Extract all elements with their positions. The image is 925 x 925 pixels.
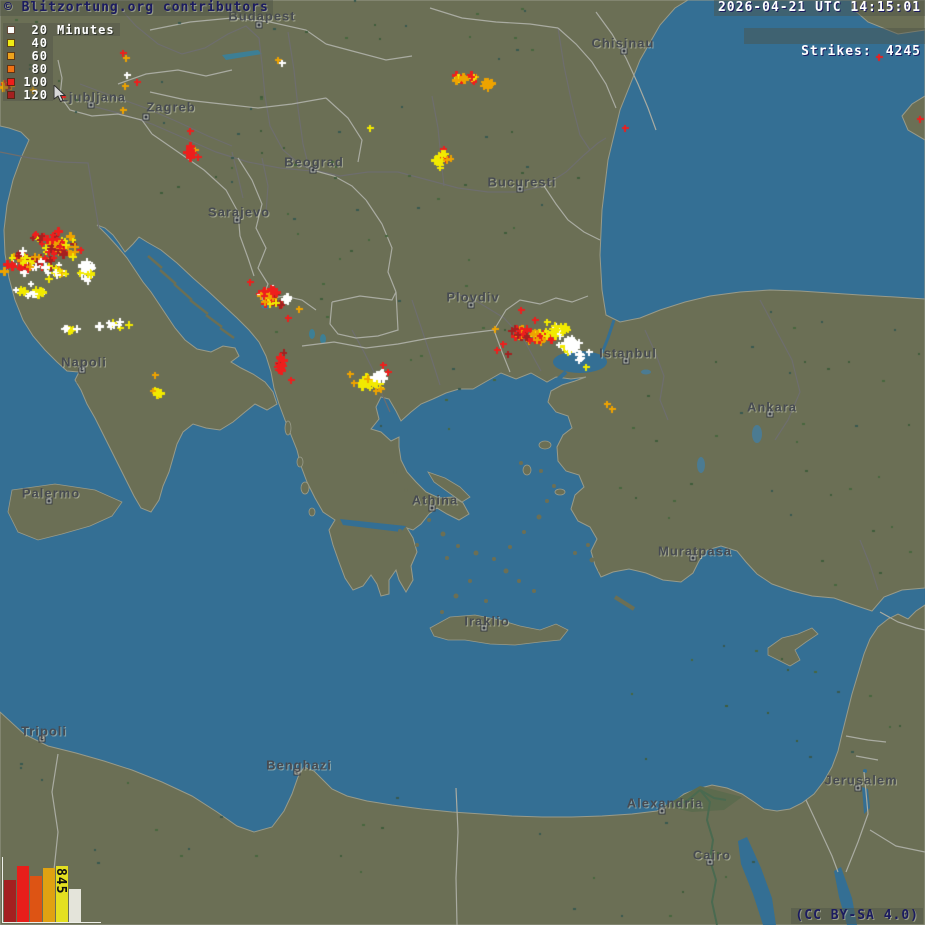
strikes-layer: [0, 0, 925, 925]
blitzortung-lightning-map[interactable]: BudapestChisinauLjubljanaZagrebBeogradSa…: [0, 0, 925, 925]
